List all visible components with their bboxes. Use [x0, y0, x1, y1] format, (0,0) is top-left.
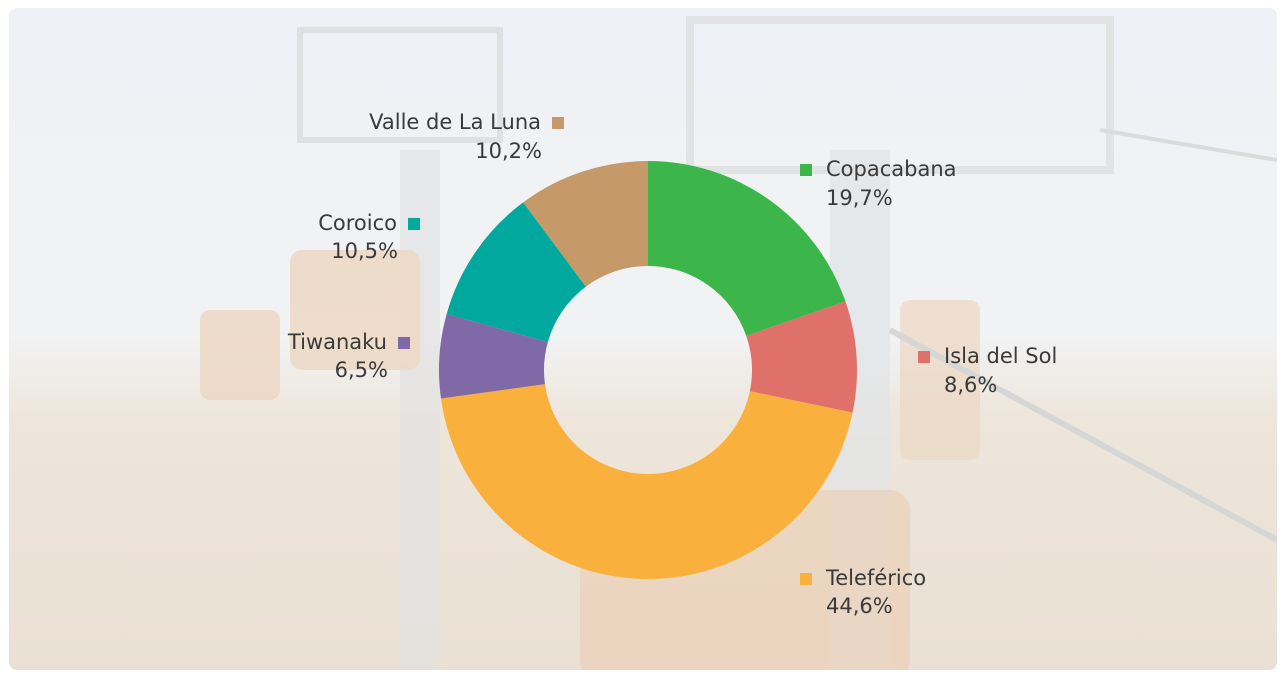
category-label: Teleférico — [825, 566, 926, 590]
value-label: 19,7% — [826, 186, 893, 210]
category-label: Valle de La Luna — [369, 110, 541, 134]
category-label: Coroico — [318, 211, 397, 235]
legend-swatch — [552, 117, 564, 129]
background-photo — [9, 8, 1277, 670]
donut-segment — [523, 161, 648, 287]
category-label: Isla del Sol — [944, 344, 1057, 368]
donut-segment — [440, 384, 853, 579]
category-label: Tiwanaku — [287, 330, 387, 354]
value-label: 8,6% — [944, 373, 997, 397]
value-label: 44,6% — [826, 594, 893, 618]
value-label: 10,2% — [475, 139, 542, 163]
value-label: 6,5% — [335, 358, 388, 382]
legend-swatch — [800, 164, 812, 176]
donut-segment — [446, 202, 586, 343]
donut-segment — [746, 301, 857, 413]
legend-swatch — [398, 337, 410, 349]
category-label: Copacabana — [826, 157, 957, 181]
legend-swatch — [918, 351, 930, 363]
donut-segment — [648, 161, 846, 336]
legend-swatch — [408, 218, 420, 230]
value-label: 10,5% — [331, 239, 398, 263]
legend-swatch — [800, 573, 812, 585]
donut-segment — [439, 313, 548, 399]
